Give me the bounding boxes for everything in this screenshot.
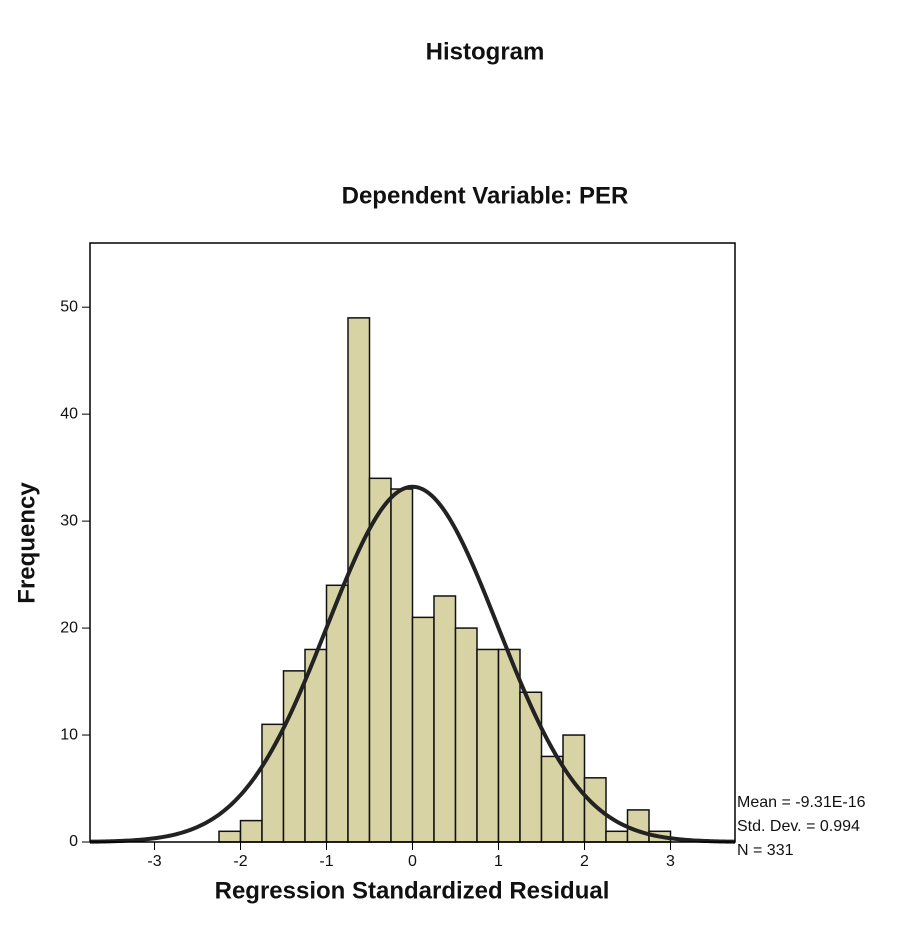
stat-label: Mean = -9.31E-16 bbox=[737, 794, 866, 811]
y-tick-label: 30 bbox=[60, 512, 78, 529]
bar bbox=[626, 809, 650, 843]
y-tick-label: 0 bbox=[69, 833, 78, 850]
bar bbox=[368, 477, 392, 843]
y-tick-label: 10 bbox=[60, 726, 78, 743]
y-tick-label: 20 bbox=[60, 619, 78, 636]
normal-curve bbox=[89, 484, 736, 844]
stat-label: Std. Dev. = 0.994 bbox=[737, 818, 860, 835]
bar bbox=[261, 723, 285, 843]
x-tick-label: 3 bbox=[666, 853, 675, 870]
bar bbox=[540, 755, 564, 843]
chart-subtitle: Dependent Variable: PER bbox=[342, 182, 629, 209]
bar bbox=[605, 830, 629, 843]
y-tick-label: 40 bbox=[60, 405, 78, 422]
y-axis-label: Frequency bbox=[13, 482, 40, 604]
bar bbox=[433, 595, 457, 843]
plot-frame bbox=[89, 242, 736, 843]
x-tick-label: 2 bbox=[580, 853, 589, 870]
x-tick-label: -2 bbox=[233, 853, 247, 870]
bar bbox=[411, 616, 435, 843]
stat-label: N = 331 bbox=[737, 842, 794, 859]
x-tick-label: 0 bbox=[408, 853, 417, 870]
y-tick-label: 50 bbox=[60, 298, 78, 315]
bar bbox=[476, 648, 500, 843]
bar bbox=[347, 317, 371, 843]
bar bbox=[454, 627, 478, 843]
bar bbox=[390, 488, 414, 843]
bar bbox=[282, 670, 306, 843]
x-axis-label: Regression Standardized Residual bbox=[215, 877, 610, 904]
bar bbox=[239, 819, 263, 843]
x-tick-label: -1 bbox=[319, 853, 333, 870]
chart-title: Histogram bbox=[426, 38, 545, 65]
x-tick-label: 1 bbox=[494, 853, 503, 870]
bar bbox=[519, 691, 543, 843]
x-tick-label: -3 bbox=[147, 853, 161, 870]
bar bbox=[218, 830, 242, 843]
